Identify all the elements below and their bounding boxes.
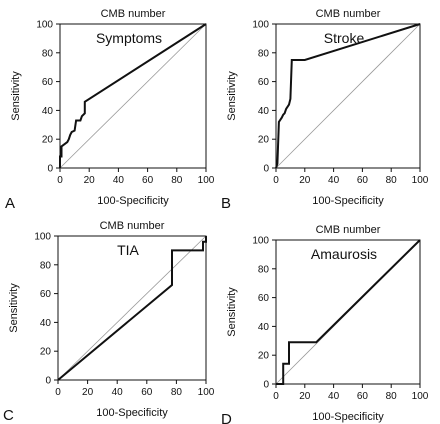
x-tick-label: 20	[299, 175, 311, 186]
x-tick-label: 0	[273, 175, 279, 186]
y-tick-label: 80	[40, 260, 52, 271]
y-tick-label: 60	[40, 289, 52, 300]
x-tick-label: 0	[57, 175, 63, 186]
x-tick-label: 80	[171, 387, 183, 398]
y-tick-label: 40	[40, 318, 52, 329]
y-tick-label: 80	[258, 48, 270, 59]
x-tick-label: 80	[386, 175, 398, 186]
panel-letter: C	[3, 407, 14, 424]
y-tick-label: 60	[42, 77, 54, 88]
x-tick-label: 40	[328, 391, 340, 402]
panel-b: CMB number 100-Specificity Sensitivity B Str…	[221, 8, 429, 212]
y-tick-label: 100	[252, 236, 269, 247]
x-tick-label: 80	[386, 391, 398, 402]
x-tick-label: 20	[82, 387, 94, 398]
x-axis-label: 100-Specificity	[312, 195, 384, 207]
x-tick-label: 100	[198, 175, 215, 186]
x-tick-label: 60	[141, 387, 153, 398]
plot-frame	[59, 23, 207, 169]
y-axis-label: Sensitivity	[226, 287, 238, 337]
y-tick-label: 60	[258, 77, 270, 88]
reference-diagonal	[57, 235, 207, 381]
x-axis-label: 100-Specificity	[97, 195, 169, 207]
panel-d: CMB number 100-Specificity Sensitivity D Ama…	[221, 224, 429, 424]
y-tick-label: 80	[258, 264, 270, 275]
y-tick-label: 40	[258, 106, 270, 117]
y-tick-label: 20	[258, 351, 270, 362]
y-axis-label: Sensitivity	[226, 71, 238, 121]
panel-letter: B	[221, 195, 231, 212]
x-tick-label: 40	[112, 387, 124, 398]
x-tick-label: 100	[198, 387, 215, 398]
plot-frame	[275, 23, 421, 169]
x-tick-label: 60	[357, 175, 369, 186]
panel-a: CMB number 100-Specificity Sensitivity A Sym…	[5, 8, 215, 212]
x-tick-label: 40	[328, 175, 340, 186]
series-label: Symptoms	[96, 30, 162, 46]
roc-curve	[59, 23, 207, 168]
x-tick-label: 100	[412, 175, 429, 186]
series-label: Amaurosis	[311, 246, 377, 262]
panel-letter: A	[5, 195, 15, 212]
reference-diagonal	[59, 23, 207, 169]
y-tick-label: 0	[45, 376, 51, 387]
x-tick-label: 100	[412, 391, 429, 402]
y-tick-label: 100	[252, 20, 269, 31]
y-tick-label: 0	[263, 380, 269, 391]
y-axis-label: Sensitivity	[10, 71, 22, 121]
y-axis-label: Sensitivity	[8, 283, 20, 333]
x-tick-label: 60	[357, 391, 369, 402]
y-tick-label: 0	[47, 164, 53, 175]
roc-curve	[275, 23, 421, 169]
panel-letter: D	[221, 411, 232, 424]
y-tick-label: 20	[258, 135, 270, 146]
chart-title: CMB number	[316, 8, 381, 20]
y-tick-label: 60	[258, 293, 270, 304]
chart-title: CMB number	[100, 220, 165, 232]
y-tick-label: 0	[263, 164, 269, 175]
x-tick-label: 40	[113, 175, 125, 186]
x-tick-label: 20	[299, 391, 311, 402]
y-tick-label: 20	[40, 347, 52, 358]
roc-curve	[276, 239, 421, 385]
reference-diagonal	[275, 23, 421, 169]
chart-title: CMB number	[101, 8, 166, 20]
x-tick-label: 20	[84, 175, 96, 186]
x-tick-label: 0	[273, 391, 279, 402]
x-axis-label: 100-Specificity	[312, 411, 384, 423]
y-tick-label: 80	[42, 48, 54, 59]
x-tick-label: 60	[142, 175, 154, 186]
chart-title: CMB number	[316, 224, 381, 236]
panel-c: CMB number 100-Specificity Sensitivity C TIA…	[3, 220, 215, 424]
y-tick-label: 100	[36, 20, 53, 31]
plot-frame	[57, 235, 207, 381]
plot-frame	[275, 239, 421, 385]
y-tick-label: 40	[42, 106, 54, 117]
x-axis-label: 100-Specificity	[96, 407, 168, 419]
roc-curve	[57, 236, 207, 381]
series-label: Stroke	[324, 30, 365, 46]
x-tick-label: 0	[55, 387, 61, 398]
y-tick-label: 20	[42, 135, 54, 146]
y-tick-label: 40	[258, 322, 270, 333]
y-tick-label: 100	[34, 232, 51, 243]
x-tick-label: 80	[171, 175, 183, 186]
series-label: TIA	[117, 242, 139, 258]
